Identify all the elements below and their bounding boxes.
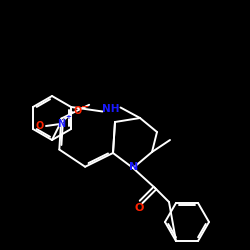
Text: N: N <box>130 162 138 172</box>
Text: O: O <box>36 121 44 131</box>
Text: +: + <box>65 114 71 120</box>
Text: O: O <box>74 106 82 116</box>
Text: O: O <box>134 203 144 213</box>
Text: NH: NH <box>102 104 119 114</box>
Text: −: − <box>81 102 89 112</box>
Text: N: N <box>57 119 65 129</box>
